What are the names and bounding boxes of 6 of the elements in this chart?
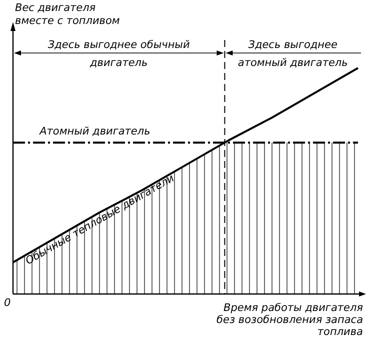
annotation: Здесь выгоднее обычный двигатель [48, 39, 190, 69]
series-label: Атомный двигатель [38, 126, 150, 138]
x-axis-title: Время работы двигателя без возобновления запаса топлива [216, 302, 363, 338]
text: 0 [4, 297, 11, 309]
y-axis-title: Вес двигателя вместе с топливом [15, 2, 120, 27]
annotation: Здесь выгоднее атомный двигатель [238, 39, 348, 69]
